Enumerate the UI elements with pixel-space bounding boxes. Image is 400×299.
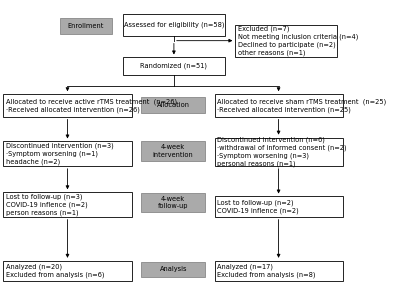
- FancyBboxPatch shape: [214, 261, 343, 281]
- FancyBboxPatch shape: [141, 193, 205, 212]
- Text: Randomized (n=51): Randomized (n=51): [140, 63, 208, 69]
- FancyBboxPatch shape: [141, 97, 205, 113]
- Text: Excluded (n=7)
Not meeting inclusion criteria (n=4)
Declined to participate (n=2: Excluded (n=7) Not meeting inclusion cri…: [238, 25, 358, 56]
- FancyBboxPatch shape: [123, 14, 225, 36]
- FancyBboxPatch shape: [214, 94, 343, 117]
- Text: 4-week
follow-up: 4-week follow-up: [158, 196, 188, 209]
- FancyBboxPatch shape: [141, 262, 205, 277]
- Text: Assessed for eligibility (n=58): Assessed for eligibility (n=58): [124, 22, 224, 28]
- Text: Discontinued intervention (n=3)
·Symptom worsening (n=1)
headache (n=2): Discontinued intervention (n=3) ·Symptom…: [6, 142, 114, 165]
- Text: Lost to follow-up (n=2)
COVID-19 inflence (n=2): Lost to follow-up (n=2) COVID-19 inflenc…: [217, 199, 299, 214]
- FancyBboxPatch shape: [4, 261, 132, 281]
- Text: 4-week
intervention: 4-week intervention: [153, 144, 194, 158]
- Text: Lost to follow-up (n=3)
COVID-19 inflence (n=2)
person reasons (n=1): Lost to follow-up (n=3) COVID-19 inflenc…: [6, 193, 88, 216]
- FancyBboxPatch shape: [141, 141, 205, 161]
- FancyBboxPatch shape: [4, 141, 132, 166]
- Text: Analysis: Analysis: [160, 266, 187, 272]
- Text: Analyzed (n=17)
Excluded from analysis (n=8): Analyzed (n=17) Excluded from analysis (…: [217, 263, 316, 278]
- Text: Allocation: Allocation: [157, 102, 190, 108]
- FancyBboxPatch shape: [4, 192, 132, 217]
- FancyBboxPatch shape: [4, 94, 132, 117]
- FancyBboxPatch shape: [214, 138, 343, 166]
- FancyBboxPatch shape: [123, 57, 225, 75]
- Text: Analyzed (n=20)
Excluded from analysis (n=6): Analyzed (n=20) Excluded from analysis (…: [6, 263, 105, 278]
- Text: Enrollment: Enrollment: [68, 23, 104, 29]
- FancyBboxPatch shape: [235, 25, 338, 57]
- FancyBboxPatch shape: [60, 18, 112, 34]
- Text: Allocated to receive sham rTMS treatment  (n=25)
·Received allocated interventio: Allocated to receive sham rTMS treatment…: [217, 98, 386, 113]
- Text: Discontinued intervention (n=6)
·withdrawal of informed consent (n=2)
·Symptom w: Discontinued intervention (n=6) ·withdra…: [217, 136, 347, 167]
- FancyBboxPatch shape: [214, 196, 343, 217]
- Text: Allocated to receive active rTMS treatment  (n=26)
·Received allocated intervent: Allocated to receive active rTMS treatme…: [6, 98, 177, 113]
